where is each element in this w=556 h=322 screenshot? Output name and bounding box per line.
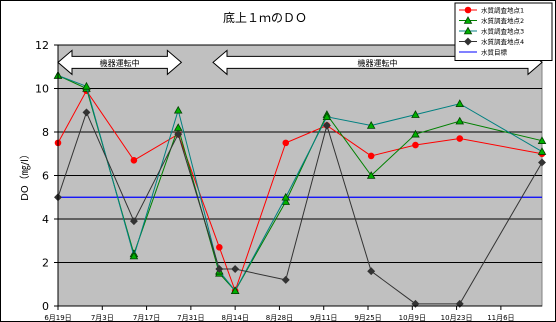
legend-label: 水質調査地点3: [481, 27, 524, 36]
legend-item: 水質調査地点3: [459, 27, 524, 36]
data-point: [82, 108, 91, 117]
x-tick-label: 10月9日: [399, 314, 426, 322]
x-tick-label: 7月3日: [91, 314, 114, 322]
x-axis: 6月19日 7月3日 7月17日 7月31日 8月14日 8月28日 9月11日 9月25日 1…: [44, 305, 542, 322]
data-point: [537, 136, 547, 144]
x-tick-label: 10月23日: [441, 314, 473, 322]
data-point: [129, 217, 138, 226]
data-point: [129, 251, 139, 260]
data-point: [455, 99, 465, 108]
data-point: [322, 112, 332, 121]
data-point: [230, 286, 240, 295]
x-tick-label: 9月11日: [310, 314, 337, 322]
series-layer: [53, 71, 547, 308]
data-point: [464, 37, 472, 46]
data-point: [282, 139, 290, 147]
data-point: [537, 147, 547, 155]
y-axis-label: DO（㎎/l）: [19, 149, 31, 201]
y-tick-label: 4: [42, 213, 49, 226]
arrow-label: 機器運転中: [358, 58, 398, 68]
series-line: [57, 74, 543, 292]
y-tick-label: 8: [42, 126, 49, 139]
series-line: [57, 111, 543, 305]
data-point: [367, 267, 376, 276]
x-tick-label: 8月14日: [221, 314, 248, 322]
legend-label: 水質調査地点1: [481, 6, 524, 15]
data-point: [173, 105, 183, 114]
data-point: [281, 192, 291, 201]
legend-item: 水質調査地点2: [459, 16, 524, 25]
data-point: [463, 16, 473, 24]
series-水質調査地点3: [53, 71, 547, 295]
y-tick-label: 10: [35, 83, 49, 96]
data-point: [538, 158, 546, 167]
legend-label: 水質調査地点4: [481, 37, 524, 46]
data-point: [281, 275, 290, 284]
data-point: [464, 6, 472, 14]
operation-period-arrow: 機器運転中: [57, 49, 183, 76]
data-point: [215, 265, 224, 273]
data-point: [216, 243, 223, 251]
data-point: [411, 129, 420, 138]
legend-item: 水質調査地点4: [459, 37, 524, 46]
data-point: [367, 152, 375, 160]
data-point: [231, 265, 240, 273]
data-point: [322, 121, 331, 130]
x-tick-label: 9月25日: [354, 314, 381, 322]
arrow-shape: [57, 49, 183, 76]
data-point: [130, 156, 138, 164]
x-tick-label: 11月6日: [487, 314, 514, 322]
legend-item: 水質目標: [459, 48, 508, 57]
legend-box: [454, 2, 553, 61]
legend-label: 水質目標: [481, 48, 508, 57]
series-line: [57, 89, 543, 293]
x-tick-label: 7月31日: [177, 314, 204, 322]
arrow-label: 機器運転中: [100, 58, 140, 68]
data-point: [174, 130, 183, 139]
y-tick-label: 2: [42, 257, 49, 270]
legend-label: 水質調査地点2: [481, 16, 524, 25]
x-tick-label: 8月28日: [266, 314, 293, 322]
y-axis: 0 2 4 6 8 10 12: [35, 39, 59, 313]
chart-title: 底上１ｍのＤＯ: [223, 10, 307, 25]
gridlines: [58, 44, 542, 307]
data-point: [366, 121, 376, 129]
legend-item: 水質調査地点1: [459, 6, 524, 15]
data-point: [411, 110, 420, 118]
x-tick-label: 7月17日: [133, 314, 160, 322]
data-point: [412, 141, 419, 149]
y-tick-label: 12: [35, 39, 49, 52]
y-tick-label: 6: [42, 170, 49, 183]
x-tick-label: 6月19日: [44, 314, 71, 322]
data-point: [366, 171, 376, 179]
data-point: [455, 116, 465, 125]
data-point: [463, 26, 473, 35]
data-point: [82, 81, 91, 90]
y-tick-label: 0: [42, 300, 49, 313]
data-point: [456, 135, 464, 142]
